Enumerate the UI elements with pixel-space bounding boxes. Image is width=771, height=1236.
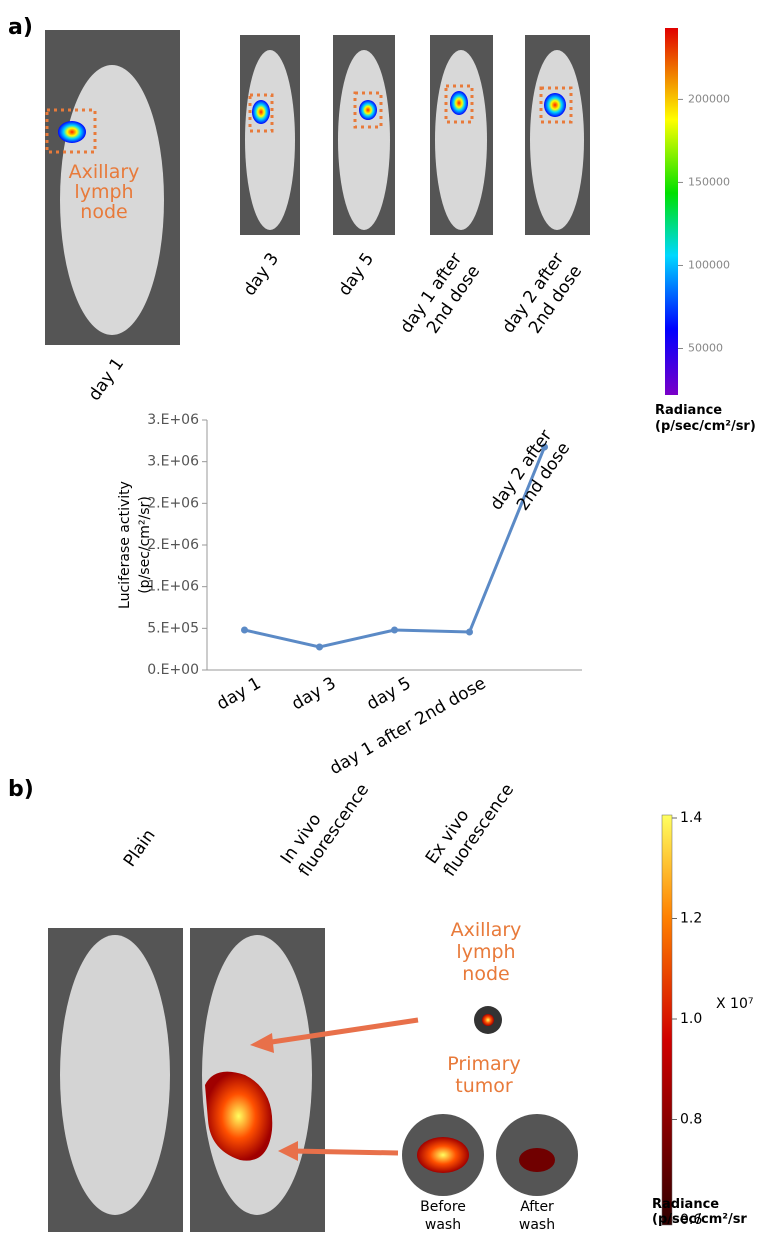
y-tick-label: 1.E+06: [147, 579, 199, 595]
colorbar-tick-label: 1.4: [680, 810, 702, 826]
point: [316, 644, 323, 651]
colorbar-tick-label: 150000: [688, 175, 730, 188]
point: [466, 629, 473, 636]
wash-label-line: After: [520, 1199, 554, 1215]
colorbar-tick-label: 100000: [688, 258, 730, 271]
y-tick-label: 2.E+06: [147, 537, 199, 553]
column-title: Plain: [120, 826, 160, 871]
organ-label-line: node: [462, 963, 509, 985]
colorbar-title-line: Radiance: [655, 403, 722, 418]
y-axis-label-line: (p/sec/cm²/sr): [137, 496, 153, 594]
wash-label: After wash: [519, 1199, 555, 1233]
image-label: day 2 after2nd dose: [498, 249, 586, 349]
image-label: day 1: [85, 354, 129, 404]
line: [245, 447, 545, 647]
y-tick-label: 3.E+06: [147, 412, 199, 428]
colorbar-multiplier: X 10⁷: [716, 996, 753, 1012]
organ-label-line: Axillary: [451, 919, 522, 941]
wash-label-line: wash: [425, 1217, 461, 1233]
annotation-line: Axillary: [69, 161, 140, 183]
colorbar-title-line: (p/sec/cm²/sr: [652, 1212, 747, 1227]
y-tick-label: 2.E+06: [147, 495, 199, 511]
mouse-images: [45, 28, 678, 1232]
colorbar-title: Radiance(p/sec/cm²/sr): [655, 403, 756, 434]
column-title: In vivofluorescence: [277, 768, 373, 881]
colorbar-title-line: Radiance: [652, 1197, 719, 1212]
organ-label-line: tumor: [455, 1075, 513, 1097]
y-tick-label: 3.E+06: [147, 454, 199, 470]
panel-label: b): [8, 777, 34, 802]
x-tick-label: day 1: [213, 673, 264, 714]
wash-label-line: Before: [420, 1199, 466, 1215]
image-label-line: day 3: [240, 249, 284, 299]
colorbar-title-line: (p/sec/cm²/sr): [655, 419, 756, 434]
column-title: Ex vivofluorescence: [422, 768, 518, 881]
panel-label: a): [8, 15, 33, 40]
y-axis-label: Luciferase activity(p/sec/cm²/sr): [117, 481, 153, 609]
image-label-line: day 5: [335, 249, 379, 299]
chart-annotation: day 2 after2nd dose: [486, 426, 574, 526]
colorbar-title: Radiance(p/sec/cm²/sr: [652, 1197, 747, 1227]
y-tick-label: 5.E+05: [147, 620, 199, 636]
annotation-line: node: [80, 201, 127, 223]
colorbar-tick-label: 1.2: [680, 911, 702, 927]
y-tick-label: 0.E+00: [147, 662, 199, 678]
wash-label-line: wash: [519, 1217, 555, 1233]
column-title-line: Plain: [120, 826, 160, 871]
colorbar-tick-label: 0.8: [680, 1112, 702, 1128]
image-label: day 5: [335, 249, 379, 299]
colorbar-tick-label: 1.0: [680, 1011, 702, 1027]
y-axis-label-line: Luciferase activity: [117, 481, 133, 609]
figure: a)Axillarylymphnodeday 1day 3day 5day 1 …: [0, 0, 771, 1236]
point: [241, 627, 248, 634]
wash-label: Before wash: [420, 1199, 466, 1233]
point: [391, 627, 398, 634]
organ-label-line: Primary: [447, 1053, 520, 1075]
x-tick-label: day 5: [363, 673, 414, 714]
organ-label-line: lymph: [456, 941, 515, 963]
image-label: day 3: [240, 249, 284, 299]
colorbar-tick-label: 50000: [688, 342, 723, 355]
annotation-line: lymph: [74, 181, 133, 203]
image-label: day 1 after2nd dose: [396, 249, 484, 349]
image-label-line: day 1: [85, 354, 129, 404]
x-tick-label: day 3: [288, 673, 339, 714]
colorbar-tick-label: 200000: [688, 92, 730, 105]
